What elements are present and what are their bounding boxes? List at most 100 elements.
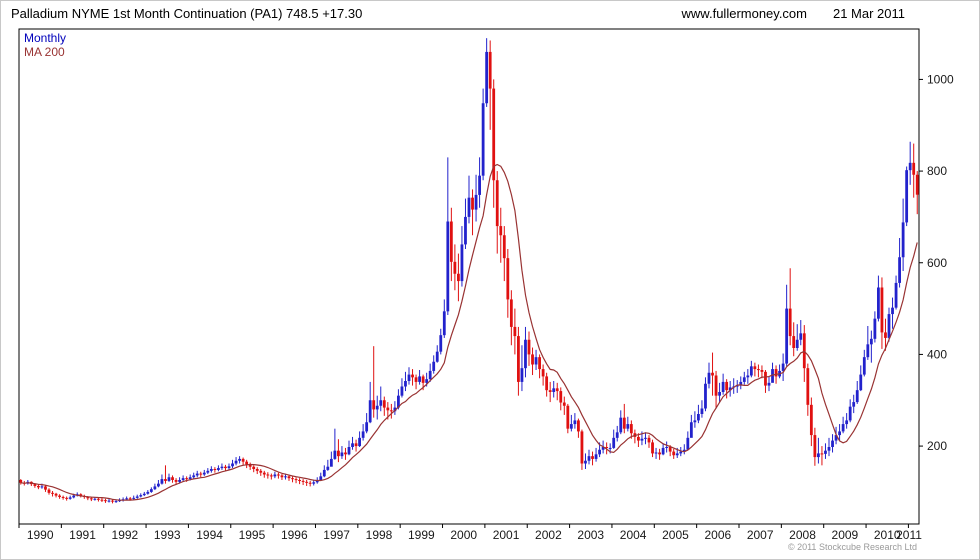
candle-body — [905, 170, 909, 223]
candle-body — [629, 424, 633, 434]
candle-body — [153, 486, 157, 490]
candle-body — [767, 382, 771, 386]
candle-body — [287, 476, 291, 479]
candle-body — [435, 351, 439, 362]
candle-body — [107, 500, 111, 502]
candle-body — [718, 392, 721, 396]
candle-body — [675, 453, 679, 456]
candle-body — [174, 480, 178, 482]
candle-body — [40, 486, 44, 488]
candle-body — [248, 464, 252, 467]
candle-body — [492, 88, 496, 181]
x-axis-label: 1991 — [69, 528, 96, 542]
candle-body — [19, 480, 23, 483]
candle-body — [612, 437, 616, 448]
candle-body — [202, 472, 206, 475]
candle-body — [58, 495, 61, 497]
candle-body — [89, 498, 93, 500]
candle-body — [580, 431, 584, 464]
candle-body — [774, 369, 778, 377]
candle-body — [382, 400, 386, 408]
candle-body — [548, 390, 552, 392]
candle-body — [305, 481, 309, 483]
x-axis-label: 1994 — [196, 528, 223, 542]
x-axis-label: 2010 — [874, 528, 901, 542]
candle-body — [859, 374, 863, 391]
candle-body — [651, 442, 654, 454]
candle-body — [781, 363, 785, 371]
candle-body — [672, 451, 676, 456]
candle-body — [679, 451, 683, 454]
candle-body — [322, 469, 326, 477]
candle-body — [220, 466, 224, 469]
candle-body — [442, 311, 446, 336]
candle-body — [700, 408, 704, 414]
x-axis-label: 2000 — [450, 528, 477, 542]
candle-body — [277, 474, 280, 476]
candle-body — [569, 424, 573, 429]
candle-body — [725, 381, 729, 391]
candle-body — [146, 491, 150, 494]
x-axis-label: 1997 — [323, 528, 350, 542]
y-axis-label: 800 — [927, 164, 947, 178]
candle-body — [471, 197, 474, 210]
x-axis-label: 1993 — [154, 528, 181, 542]
candle-body — [862, 357, 866, 375]
candle-body — [728, 387, 732, 391]
candle-body — [351, 443, 354, 447]
candle-body — [160, 479, 164, 484]
candle-body — [520, 368, 524, 382]
candle-body — [795, 339, 799, 348]
candle-body — [464, 216, 467, 245]
candle-body — [799, 333, 803, 340]
candle-body — [326, 466, 330, 470]
candle-body — [891, 307, 894, 315]
candle-body — [411, 374, 414, 378]
candle-body — [478, 175, 481, 195]
candle-body — [824, 450, 827, 454]
x-axis-label: 2001 — [493, 528, 520, 542]
x-axis-label: 2008 — [789, 528, 816, 542]
candle-body — [559, 391, 563, 403]
candle-body — [414, 377, 418, 382]
x-axis-label: 2011 — [896, 528, 922, 542]
candle-body — [227, 466, 231, 469]
candle-body — [389, 410, 393, 412]
candle-body — [495, 180, 499, 227]
candle-body — [375, 405, 379, 410]
candle-body — [213, 469, 217, 470]
candle-body — [749, 366, 753, 376]
candle-body — [831, 440, 834, 447]
candle-body — [252, 466, 256, 469]
candle-body — [460, 244, 464, 282]
candle-body — [587, 456, 591, 461]
candle-body — [312, 482, 316, 484]
candle-body — [855, 390, 859, 403]
candle-body — [418, 376, 421, 382]
candle-body — [622, 417, 626, 429]
candle-body — [721, 381, 725, 392]
candle-body — [65, 497, 69, 499]
candle-body — [552, 388, 556, 392]
candle-body — [315, 480, 319, 483]
candle-body — [128, 498, 132, 500]
candle-body — [626, 424, 630, 429]
candle-body — [245, 461, 249, 465]
candle-body — [488, 51, 492, 89]
x-axis-label: 1992 — [112, 528, 139, 542]
candle-body — [689, 422, 693, 438]
candle-body — [404, 381, 407, 387]
candle-body — [217, 468, 220, 470]
candle-body — [446, 221, 450, 312]
y-axis-label: 600 — [927, 256, 947, 270]
candle-body — [697, 414, 700, 421]
candle-body — [421, 376, 425, 383]
candle-body — [499, 226, 503, 236]
candle-body — [284, 476, 287, 478]
candle-body — [157, 483, 160, 487]
candle-body — [894, 282, 898, 308]
candle-body — [192, 475, 196, 478]
candle-body — [534, 357, 538, 365]
candle-body — [33, 484, 37, 486]
